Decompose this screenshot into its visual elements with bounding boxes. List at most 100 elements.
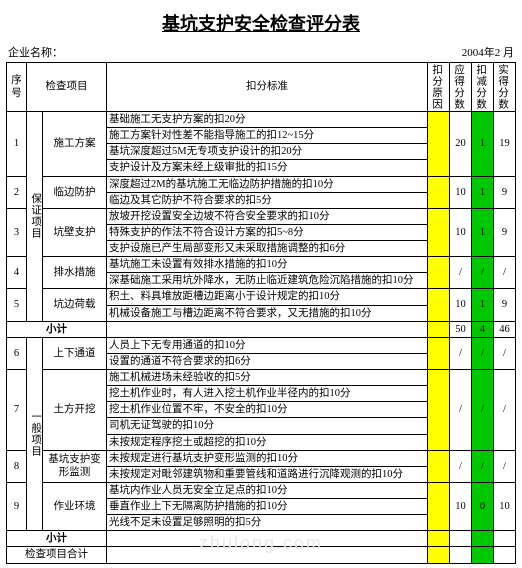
actual-cell: 10 <box>494 482 516 530</box>
col-seq: 序号 <box>7 63 27 112</box>
criteria-cell: 机械设备施工与槽边距离不符合要求，又无措施的扣10分 <box>107 305 428 321</box>
subtotal-row: 小计 <box>7 531 516 547</box>
col-should: 应得分数 <box>450 63 472 112</box>
table-row: 5坑边荷载积土、料具堆放距槽边距离小于设计规定的扣10分1019 <box>7 289 516 305</box>
criteria-cell: 支护设计及方案未经上级审批的扣15分 <box>107 160 428 176</box>
criteria-cell: 人员上下无专用通道的扣10分 <box>107 337 428 353</box>
should-cell: 10 <box>450 176 472 208</box>
should-cell: / <box>450 370 472 451</box>
should-cell: 10 <box>450 289 472 321</box>
category-cell: 保证项目 <box>27 112 43 322</box>
criteria-cell: 光线不足未设置足够照明的扣5分 <box>107 515 428 531</box>
item-cell: 作业环境 <box>43 482 107 530</box>
table-row: 8基坑支护变形监测未按规定进行基坑支护变形监测的扣10分/// <box>7 450 516 466</box>
grand-total-row: 检查项目合计 <box>7 547 516 563</box>
reason-cell <box>428 176 450 208</box>
criteria-cell: 设置的通道不符合要求的扣6分 <box>107 353 428 369</box>
should-cell: / <box>450 450 472 482</box>
actual-cell: / <box>494 337 516 369</box>
criteria-cell: 基坑施工未设置有效排水措施的扣10分 <box>107 257 428 273</box>
seq-cell: 5 <box>7 289 27 321</box>
date-text: 2004年2 月 <box>462 44 514 60</box>
criteria-cell: 特殊支护的作法不符合设计方案的扣5~8分 <box>107 224 428 240</box>
score-table: 序号 检查项目 扣分标准 扣分原因 应得分数 扣减分数 实得分数 1保证项目施工… <box>6 62 516 564</box>
col-actual: 实得分数 <box>494 63 516 112</box>
table-row: 9作业环境基坑内作业人员无安全立足点的扣10分10010 <box>7 482 516 498</box>
reason-cell <box>428 450 450 482</box>
criteria-cell: 基坑深度超过5M无专项支护设计的扣20分 <box>107 144 428 160</box>
item-cell: 上下通道 <box>43 337 107 369</box>
subtotal-row: 小计50446 <box>7 321 516 337</box>
actual-cell: 19 <box>494 112 516 177</box>
actual-cell: 9 <box>494 208 516 256</box>
deduct-cell: 0 <box>472 482 494 530</box>
item-cell: 临边防护 <box>43 176 107 208</box>
criteria-cell: 基础施工无支护方案的扣20分 <box>107 112 428 128</box>
deduct-cell: 1 <box>472 289 494 321</box>
reason-cell <box>428 370 450 451</box>
criteria-cell: 挖土机作业位置不牢，不安全的扣10分 <box>107 402 428 418</box>
criteria-cell: 未按规定进行基坑支护变形监测的扣10分 <box>107 450 428 466</box>
table-row: 7土方开挖施工机械进场未经验收的扣5分/// <box>7 370 516 386</box>
item-cell: 排水措施 <box>43 257 107 289</box>
seq-cell: 7 <box>7 370 27 451</box>
table-row: 2临边防护深度超过2M的基坑施工无临边防护措施的扣10分1019 <box>7 176 516 192</box>
reason-cell <box>428 337 450 369</box>
criteria-cell: 临边及其它防护不符合要求的扣5分 <box>107 192 428 208</box>
criteria-cell: 支护设施已产生局部变形又未采取措施调整的扣6分 <box>107 241 428 257</box>
criteria-cell: 深基础施工采用坑外降水，无防止临近建筑危险沉陷措施的扣10分 <box>107 273 428 289</box>
reason-cell <box>428 289 450 321</box>
criteria-cell: 挖土机作业时，有人进入挖土机作业半径内的扣10分 <box>107 386 428 402</box>
col-std: 扣分标准 <box>107 63 428 112</box>
reason-cell <box>428 112 450 177</box>
criteria-cell: 司机无证驾驶的扣10分 <box>107 418 428 434</box>
table-row: 6一般项目上下通道人员上下无专用通道的扣10分/// <box>7 337 516 353</box>
criteria-cell: 深度超过2M的基坑施工无临边防护措施的扣10分 <box>107 176 428 192</box>
should-cell: 10 <box>450 482 472 530</box>
table-row: 1保证项目施工方案基础施工无支护方案的扣20分20119 <box>7 112 516 128</box>
criteria-cell: 基坑内作业人员无安全立足点的扣10分 <box>107 482 428 498</box>
col-item: 检查项目 <box>27 63 107 112</box>
criteria-cell: 施工方案针对性差不能指导施工的扣12~15分 <box>107 128 428 144</box>
deduct-cell: 1 <box>472 208 494 256</box>
criteria-cell: 放坡开挖设置安全边坡不符合安全要求的扣10分 <box>107 208 428 224</box>
should-cell: 20 <box>450 112 472 177</box>
item-cell: 基坑支护变形监测 <box>43 450 107 482</box>
seq-cell: 2 <box>7 176 27 208</box>
page-title: 基坑支护安全检查评分表 <box>6 4 516 44</box>
item-cell: 坑壁支护 <box>43 208 107 256</box>
seq-cell: 9 <box>7 482 27 530</box>
should-cell: / <box>450 337 472 369</box>
actual-cell: / <box>494 370 516 451</box>
col-reason: 扣分原因 <box>428 63 450 112</box>
criteria-cell: 未按规定对毗邻建筑物和重要管线和道路进行沉降观测的扣10分 <box>107 466 428 482</box>
criteria-cell: 未按规定程序挖土或超挖的扣10分 <box>107 434 428 450</box>
should-cell: / <box>450 257 472 289</box>
header-row: 企业名称： 2004年2 月 <box>6 44 516 62</box>
deduct-cell: / <box>472 450 494 482</box>
deduct-cell: 1 <box>472 176 494 208</box>
criteria-cell: 积土、料具堆放距槽边距离小于设计规定的扣10分 <box>107 289 428 305</box>
reason-cell <box>428 257 450 289</box>
deduct-cell: / <box>472 370 494 451</box>
table-row: 4排水措施基坑施工未设置有效排水措施的扣10分/// <box>7 257 516 273</box>
category-cell: 一般项目 <box>27 337 43 531</box>
seq-cell: 1 <box>7 112 27 177</box>
col-deduct: 扣减分数 <box>472 63 494 112</box>
criteria-cell: 垂直作业上下无隔离防护措施的扣10分 <box>107 499 428 515</box>
item-cell: 土方开挖 <box>43 370 107 451</box>
reason-cell <box>428 208 450 256</box>
actual-cell: 9 <box>494 289 516 321</box>
seq-cell: 4 <box>7 257 27 289</box>
deduct-cell: 1 <box>472 112 494 177</box>
criteria-cell: 施工机械进场未经验收的扣5分 <box>107 370 428 386</box>
deduct-cell: / <box>472 257 494 289</box>
table-header-row: 序号 检查项目 扣分标准 扣分原因 应得分数 扣减分数 实得分数 <box>7 63 516 112</box>
reason-cell <box>428 482 450 530</box>
should-cell: 10 <box>450 208 472 256</box>
actual-cell: / <box>494 257 516 289</box>
actual-cell: 9 <box>494 176 516 208</box>
company-label: 企业名称： <box>8 44 63 60</box>
actual-cell: / <box>494 450 516 482</box>
item-cell: 坑边荷载 <box>43 289 107 321</box>
